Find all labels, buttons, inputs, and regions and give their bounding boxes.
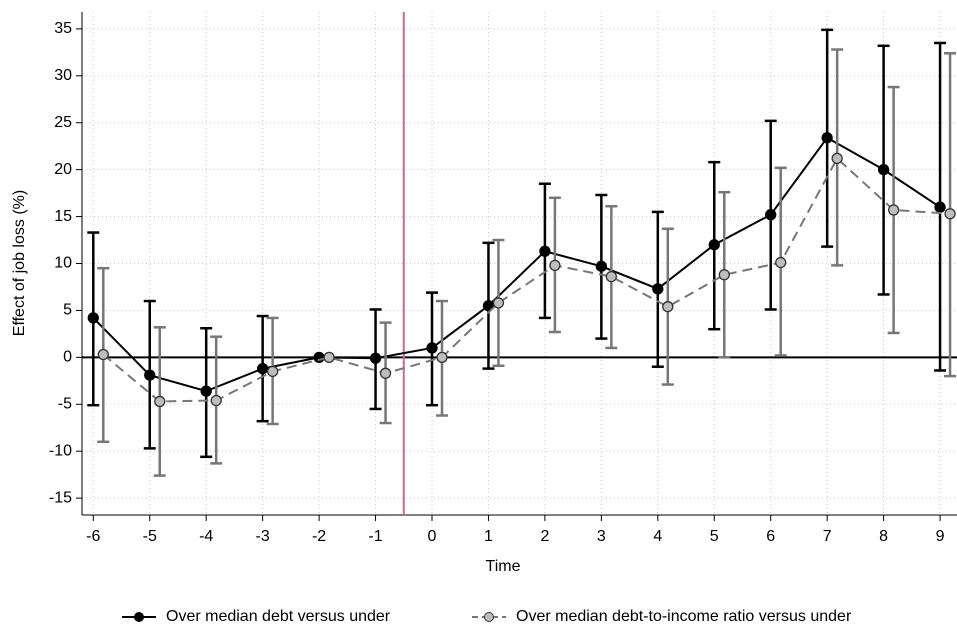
point bbox=[154, 395, 166, 408]
point bbox=[821, 132, 833, 144]
point bbox=[708, 239, 720, 251]
x-tick-label: 9 bbox=[936, 528, 945, 545]
series-line bbox=[102, 156, 951, 403]
point bbox=[944, 208, 956, 220]
point bbox=[549, 259, 561, 272]
point bbox=[934, 201, 946, 213]
y-tick-label: -15 bbox=[49, 489, 72, 506]
point bbox=[877, 164, 890, 176]
point bbox=[144, 369, 156, 381]
point bbox=[87, 312, 99, 324]
x-tick-label: 1 bbox=[484, 528, 493, 545]
point bbox=[436, 351, 448, 363]
legend-label: Over median debt-to-income ratio versus … bbox=[516, 608, 852, 625]
point bbox=[210, 394, 222, 407]
x-tick-label: -5 bbox=[143, 528, 157, 545]
x-tick-label: 8 bbox=[879, 528, 888, 545]
legend-marker bbox=[134, 612, 144, 622]
x-axis-title: Time bbox=[486, 558, 521, 575]
x-tick-label: 4 bbox=[653, 528, 662, 545]
y-tick-label: 10 bbox=[54, 255, 72, 272]
point bbox=[97, 348, 109, 361]
series-line bbox=[92, 136, 941, 393]
x-tick-label: 2 bbox=[540, 528, 549, 545]
point bbox=[200, 385, 212, 397]
x-tick-label: -4 bbox=[199, 528, 213, 545]
y-tick-label: 25 bbox=[54, 114, 72, 131]
x-tick-label: 3 bbox=[597, 528, 606, 545]
point bbox=[539, 245, 551, 257]
point bbox=[887, 204, 900, 216]
y-tick-label: 0 bbox=[63, 349, 72, 366]
y-tick-label: 5 bbox=[63, 302, 72, 319]
point bbox=[369, 352, 382, 364]
y-tick-label: -10 bbox=[49, 442, 72, 459]
x-tick-label: 5 bbox=[710, 528, 719, 545]
y-axis-title: Effect of job loss (%) bbox=[11, 190, 28, 336]
legend-label: Over median debt versus under bbox=[166, 608, 391, 625]
x-tick-label: -3 bbox=[256, 528, 270, 545]
point bbox=[482, 300, 495, 312]
point bbox=[256, 362, 269, 375]
y-tick-label: 20 bbox=[54, 161, 72, 178]
legend-marker bbox=[484, 612, 494, 622]
point bbox=[379, 367, 392, 379]
point bbox=[831, 152, 843, 165]
point bbox=[426, 342, 438, 354]
y-tick-label: 30 bbox=[54, 67, 72, 84]
x-tick-label: 7 bbox=[823, 528, 832, 545]
y-tick-label: -5 bbox=[58, 395, 72, 412]
y-tick-label: 15 bbox=[54, 208, 72, 225]
x-tick-label: -2 bbox=[312, 528, 326, 545]
point bbox=[492, 297, 505, 309]
point bbox=[662, 301, 674, 313]
x-tick-label: -1 bbox=[368, 528, 382, 545]
point bbox=[605, 270, 618, 283]
x-tick-label: 6 bbox=[766, 528, 775, 545]
y-tick-label: 35 bbox=[54, 20, 72, 37]
x-tick-label: 0 bbox=[428, 528, 437, 545]
point bbox=[266, 365, 279, 378]
point bbox=[323, 351, 335, 363]
point bbox=[765, 209, 777, 221]
point bbox=[718, 269, 730, 281]
point bbox=[775, 256, 787, 269]
x-tick-label: -6 bbox=[86, 528, 100, 545]
point bbox=[652, 283, 664, 295]
point bbox=[595, 260, 608, 272]
